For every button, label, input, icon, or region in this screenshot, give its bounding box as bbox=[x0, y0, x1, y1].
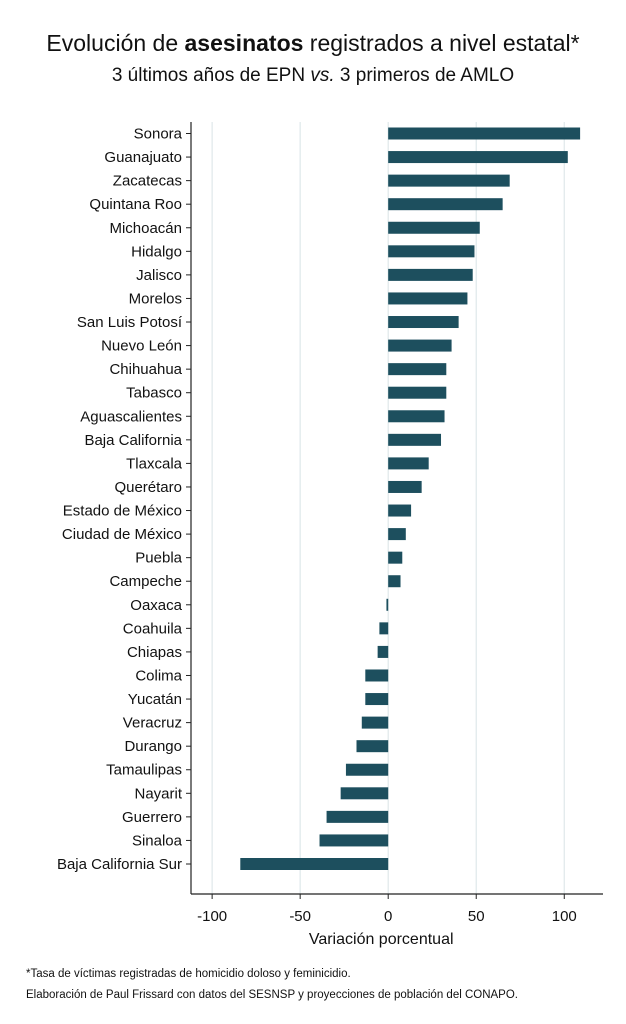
category-label: Tamaulipas bbox=[106, 762, 182, 779]
chart-title: Evolución de asesinatos registrados a ni… bbox=[0, 28, 626, 58]
category-label: Nuevo León bbox=[101, 338, 182, 355]
category-label: Quintana Roo bbox=[89, 196, 182, 213]
category-label: Nayarit bbox=[134, 785, 182, 802]
subtitle-pre: 3 últimos años de EPN bbox=[111, 65, 311, 86]
bar bbox=[388, 551, 403, 564]
bar bbox=[388, 457, 429, 470]
bar bbox=[388, 410, 445, 423]
bar bbox=[319, 834, 389, 847]
bar bbox=[388, 221, 480, 234]
subtitle-post: 3 primeros de AMLO bbox=[334, 65, 515, 86]
category-labels: Sonora Guanajuato Zacatecas Quintana Roo Mic… bbox=[57, 126, 183, 874]
title-bold: asesinatos bbox=[184, 30, 304, 56]
bar bbox=[377, 645, 389, 658]
bar bbox=[340, 787, 389, 800]
bar bbox=[345, 763, 389, 776]
bar bbox=[388, 386, 447, 399]
title-post: registrados a nivel estatal* bbox=[303, 30, 580, 56]
footnote: *Tasa de víctimas registradas de homicid… bbox=[26, 968, 351, 980]
category-label: Baja California Sur bbox=[57, 856, 182, 873]
chart-subtitle: 3 últimos años de EPN vs. 3 primeros de … bbox=[0, 64, 626, 88]
category-label: Querétaro bbox=[114, 479, 182, 496]
category-label: Guanajuato bbox=[104, 149, 182, 166]
category-label: Campeche bbox=[109, 573, 182, 590]
bar bbox=[388, 127, 581, 140]
bar bbox=[388, 316, 459, 329]
bar bbox=[240, 858, 389, 870]
category-label: Baja California bbox=[84, 432, 182, 449]
bar bbox=[361, 716, 389, 729]
bar bbox=[356, 740, 389, 753]
category-label: Oaxaca bbox=[130, 597, 182, 614]
category-label: Tabasco bbox=[126, 385, 182, 402]
bar bbox=[388, 292, 468, 305]
axes bbox=[186, 122, 603, 899]
x-tick-labels: -100 -50 0 50 100 bbox=[197, 908, 577, 925]
bar bbox=[388, 433, 442, 446]
x-tick-label: -100 bbox=[197, 908, 227, 925]
bar bbox=[388, 268, 473, 281]
category-label: San Luis Potosí bbox=[77, 314, 183, 331]
title-pre: Evolución de bbox=[46, 30, 185, 56]
category-label: Jalisco bbox=[136, 267, 182, 284]
category-label: Hidalgo bbox=[131, 243, 182, 260]
bar bbox=[388, 480, 422, 493]
category-label: Puebla bbox=[135, 550, 182, 567]
bar bbox=[388, 245, 475, 258]
x-tick-label: 100 bbox=[552, 908, 577, 925]
category-label: Zacatecas bbox=[113, 173, 182, 190]
category-label: Guerrero bbox=[122, 809, 182, 826]
bar bbox=[365, 669, 389, 682]
category-label: Chiapas bbox=[127, 644, 182, 661]
category-label: Sinaloa bbox=[132, 832, 183, 849]
category-label: Colima bbox=[135, 667, 182, 684]
category-label: Aguascalientes bbox=[80, 408, 182, 425]
category-label: Michoacán bbox=[109, 220, 182, 237]
category-label: Chihuahua bbox=[109, 361, 182, 378]
bar bbox=[388, 151, 568, 164]
category-label: Veracruz bbox=[123, 715, 182, 732]
x-tick-label: 50 bbox=[468, 908, 485, 925]
bar bbox=[388, 528, 406, 541]
bar bbox=[388, 504, 412, 517]
bar bbox=[326, 810, 389, 823]
category-label: Coahuila bbox=[123, 620, 183, 637]
x-tick-label: 0 bbox=[384, 908, 392, 925]
x-axis-label: Variación porcentual bbox=[309, 931, 454, 948]
category-label: Yucatán bbox=[128, 691, 182, 708]
bar bbox=[379, 622, 389, 635]
bar bbox=[386, 598, 389, 611]
category-label: Estado de México bbox=[63, 503, 182, 520]
bar bbox=[365, 693, 389, 706]
bar bbox=[388, 198, 503, 211]
category-label: Morelos bbox=[129, 290, 182, 307]
bar bbox=[388, 339, 452, 352]
bar bbox=[388, 575, 401, 588]
footnotes: *Tasa de víctimas registradas de homicid… bbox=[26, 964, 518, 1006]
bar bbox=[388, 174, 510, 187]
x-tick-label: -50 bbox=[289, 908, 311, 925]
subtitle-italic: vs. bbox=[310, 65, 335, 86]
source-note: Elaboración de Paul Frissard con datos d… bbox=[26, 989, 518, 1001]
category-label: Durango bbox=[124, 738, 182, 755]
category-label: Tlaxcala bbox=[126, 455, 183, 472]
category-label: Sonora bbox=[134, 126, 183, 143]
category-label: Ciudad de México bbox=[62, 526, 182, 543]
bar bbox=[388, 363, 447, 376]
bars bbox=[240, 127, 581, 870]
